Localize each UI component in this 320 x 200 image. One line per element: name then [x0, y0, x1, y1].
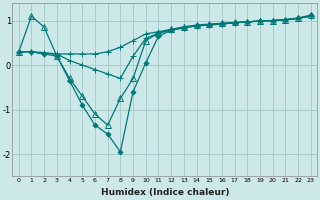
X-axis label: Humidex (Indice chaleur): Humidex (Indice chaleur) [100, 188, 229, 197]
